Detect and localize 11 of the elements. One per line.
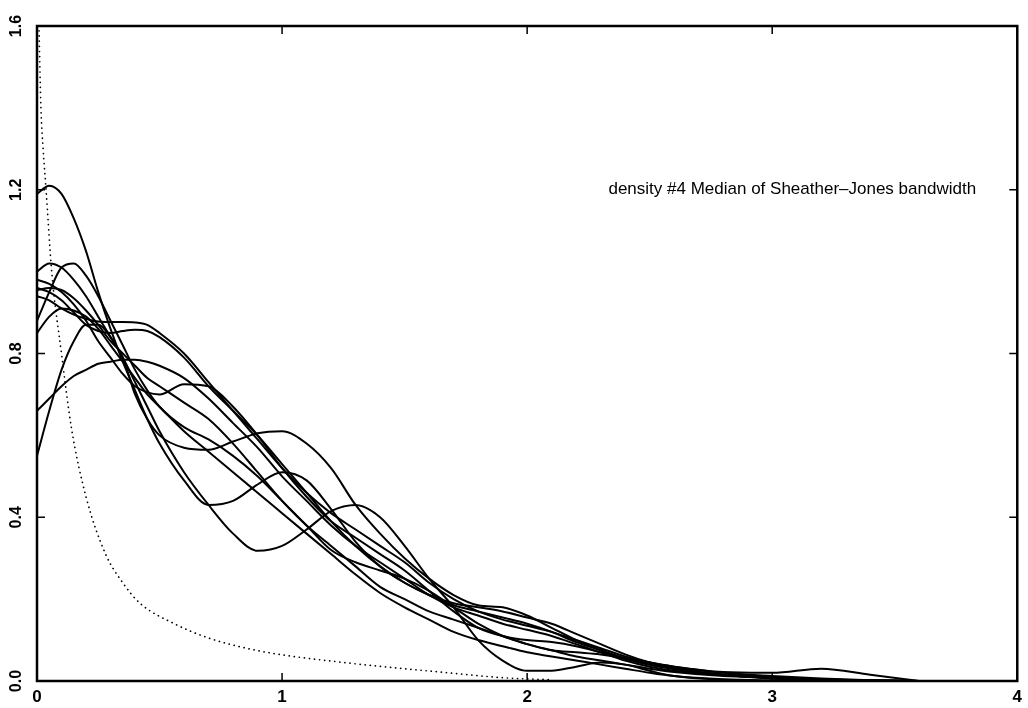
y-tick-label: 0.8 — [7, 342, 25, 365]
text: density #4 Median of Sheather–Jones bandwidth — [608, 179, 977, 199]
x-tick-label: 2 — [522, 686, 532, 706]
y-tick-label: 1.6 — [7, 14, 25, 38]
x-tick-label: 3 — [767, 686, 777, 706]
y-tick-label: 0.4 — [7, 506, 25, 529]
x-tick-label: 0 — [32, 686, 42, 706]
x-tick-label: 4 — [1012, 686, 1023, 706]
x-tick-label: 1 — [277, 686, 287, 706]
y-tick-label: 0.0 — [7, 669, 25, 693]
y-tick-label: 1.2 — [7, 178, 25, 201]
